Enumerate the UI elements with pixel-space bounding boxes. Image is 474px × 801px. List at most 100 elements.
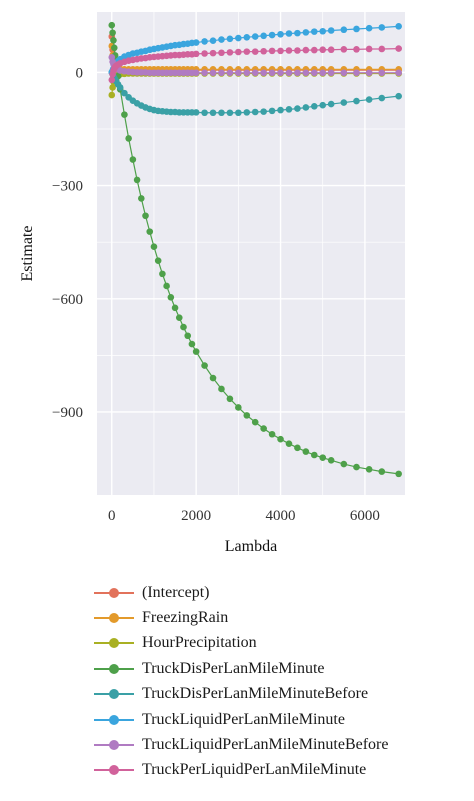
data-point — [235, 109, 242, 117]
data-point — [310, 46, 318, 54]
data-point — [251, 418, 259, 426]
data-point — [192, 348, 200, 355]
data-point — [365, 69, 373, 77]
data-point — [395, 470, 402, 478]
data-point — [235, 34, 242, 42]
data-point — [285, 69, 293, 77]
data-point — [201, 109, 208, 117]
data-point — [209, 49, 217, 57]
data-point — [251, 108, 259, 116]
data-point — [340, 26, 348, 34]
data-point — [226, 109, 234, 117]
data-point — [129, 156, 137, 163]
legend-item[interactable]: TruckDisPerLanMileMinute — [92, 656, 388, 681]
data-point — [395, 69, 402, 77]
data-point — [121, 111, 128, 118]
x-axis-label: Lambda — [225, 538, 277, 555]
data-point — [125, 135, 132, 142]
legend-label: TruckLiquidPerLanMileMinuteBefore — [142, 736, 389, 754]
data-point — [192, 50, 200, 58]
data-point — [201, 69, 208, 77]
data-point — [277, 47, 284, 55]
legend-item[interactable]: TruckLiquidPerLanMileMinuteBefore — [92, 732, 388, 757]
data-point — [260, 108, 267, 115]
data-point — [268, 430, 276, 438]
data-point — [310, 69, 318, 77]
data-point — [138, 195, 145, 202]
legend-item[interactable]: TruckPerLiquidPerLanMileMinute — [92, 758, 388, 783]
data-point — [116, 84, 124, 91]
y-tick-label: −600 — [52, 292, 83, 308]
legend-item[interactable]: TruckLiquidPerLanMileMinute — [92, 707, 388, 732]
legend-label: TruckDisPerLanMileMinute — [142, 659, 325, 677]
data-point — [192, 39, 200, 46]
legend-label: TruckLiquidPerLanMileMinute — [142, 710, 345, 728]
data-point — [243, 69, 251, 77]
data-point — [218, 109, 225, 117]
series-layer — [108, 21, 402, 478]
legend-label: (Intercept) — [142, 583, 210, 601]
data-point — [302, 69, 310, 77]
data-point — [121, 89, 128, 97]
data-point — [133, 176, 141, 184]
data-point — [353, 463, 360, 471]
data-point — [277, 30, 284, 38]
data-point — [235, 48, 242, 56]
data-point — [108, 76, 116, 84]
data-point — [109, 29, 116, 37]
data-point — [201, 362, 208, 369]
legend-marker — [109, 689, 119, 700]
legend-label: FreezingRain — [142, 609, 229, 627]
data-point — [310, 28, 318, 35]
data-point — [192, 109, 200, 116]
data-point — [268, 107, 276, 115]
data-point — [285, 106, 293, 113]
data-point — [268, 69, 276, 77]
legend-swatch — [92, 662, 136, 676]
data-point — [294, 69, 301, 77]
data-point — [218, 36, 225, 43]
series-truckperliquidperlanmileminute — [108, 45, 402, 84]
data-point — [365, 96, 373, 103]
data-point — [108, 21, 116, 29]
data-point — [235, 69, 242, 77]
data-point — [268, 47, 276, 55]
data-point — [110, 37, 117, 44]
data-point — [319, 101, 327, 109]
data-point — [285, 440, 293, 447]
legend-item[interactable]: (Intercept) — [92, 580, 388, 605]
legend-marker — [109, 714, 119, 725]
y-tick-label: −900 — [52, 405, 83, 421]
data-point — [188, 340, 196, 348]
y-tick-label: −300 — [52, 179, 83, 195]
data-point — [395, 23, 402, 30]
legend-item[interactable]: FreezingRain — [92, 605, 388, 630]
data-point — [209, 109, 217, 117]
tick-labels: 0 2000 4000 6000 0 −300 −600 −900 — [52, 65, 380, 524]
data-point — [319, 46, 327, 54]
data-point — [268, 31, 276, 39]
legend-swatch — [92, 611, 136, 625]
legend-swatch — [92, 687, 136, 701]
data-point — [110, 44, 118, 52]
legend-marker — [109, 740, 119, 751]
data-point — [327, 27, 335, 34]
legend-item[interactable]: HourPrecipitation — [92, 631, 388, 656]
data-point — [319, 27, 327, 35]
data-point — [192, 69, 200, 77]
data-point — [209, 37, 217, 44]
data-point — [109, 84, 116, 91]
data-point — [340, 99, 348, 106]
legend-swatch — [92, 738, 136, 752]
data-point — [226, 49, 234, 56]
data-point — [201, 38, 208, 45]
data-point — [353, 46, 360, 53]
legend-item[interactable]: TruckDisPerLanMileMinuteBefore — [92, 682, 388, 707]
data-point — [319, 454, 327, 461]
data-point — [260, 69, 267, 77]
legend: (Intercept) FreezingRain HourPrecipitation… — [92, 580, 388, 783]
data-point — [378, 69, 386, 77]
data-point — [395, 92, 402, 100]
data-point — [150, 243, 158, 251]
data-point — [159, 270, 166, 278]
